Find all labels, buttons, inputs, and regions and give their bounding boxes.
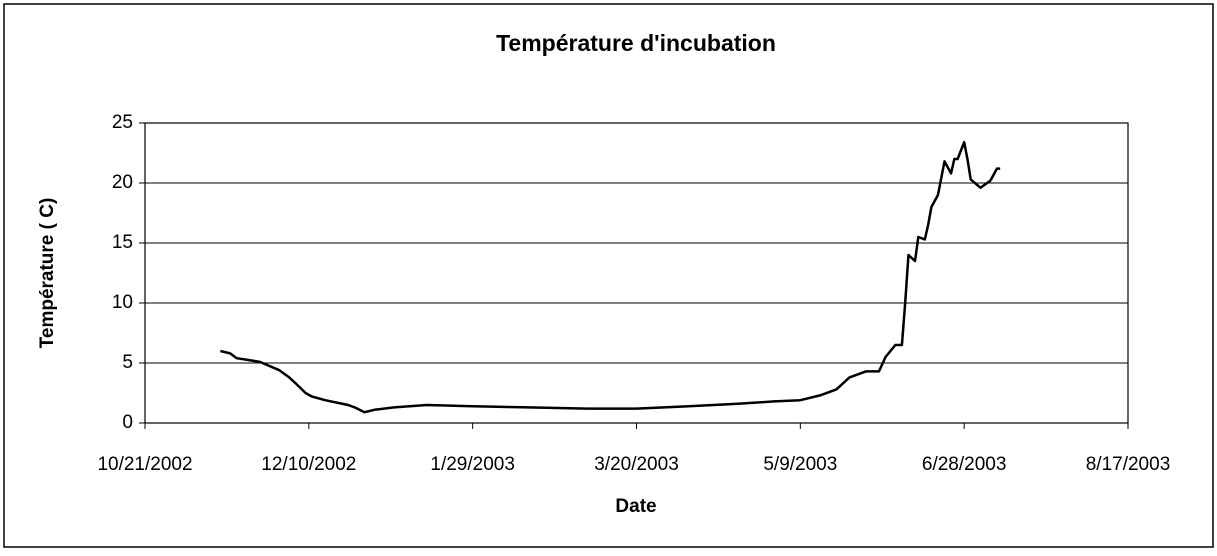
chart-title: Température d'incubation (496, 30, 776, 56)
y-tick-label: 20 (112, 172, 133, 193)
chart-frame (3, 3, 1214, 548)
x-tick-label: 12/10/2002 (261, 454, 356, 475)
x-tick-label: 1/29/2003 (430, 454, 515, 475)
y-tick-label: 15 (112, 232, 133, 253)
y-tick-label: 10 (112, 292, 133, 313)
y-tick-label: 0 (122, 412, 133, 433)
x-tick-label: 6/28/2003 (922, 454, 1007, 475)
x-axis-label: Date (615, 496, 656, 517)
x-tick-label: 3/20/2003 (594, 454, 679, 475)
y-tick-label: 5 (122, 352, 133, 373)
data-line (220, 140, 1001, 414)
x-tick-label: 8/17/2003 (1086, 454, 1171, 475)
x-tick-label: 5/9/2003 (763, 454, 837, 475)
y-tick-label: 25 (112, 112, 133, 133)
y-axis-label: Température ( C) (37, 198, 58, 349)
x-tick-label: 10/21/2002 (97, 454, 192, 475)
